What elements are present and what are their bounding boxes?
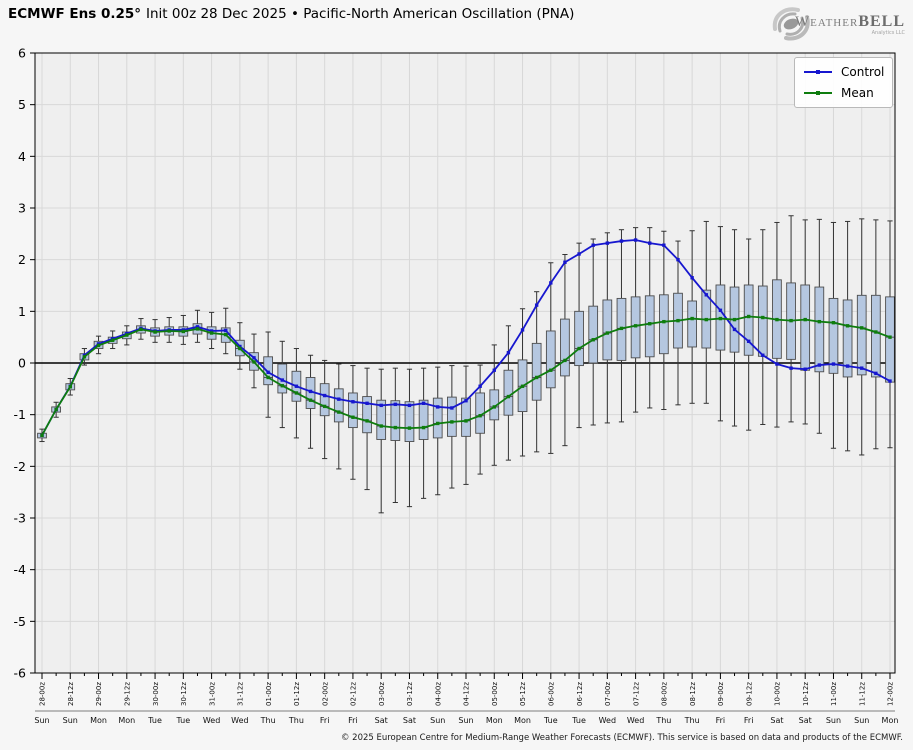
svg-text:2: 2 (18, 252, 26, 267)
svg-text:29-00z: 29-00z (95, 682, 103, 706)
svg-text:-3: -3 (14, 511, 26, 526)
svg-text:11-12z: 11-12z (858, 682, 866, 706)
svg-text:Wed: Wed (627, 716, 644, 725)
svg-text:Sun: Sun (458, 716, 473, 725)
svg-text:Mon: Mon (90, 716, 107, 725)
svg-text:Sat: Sat (403, 716, 416, 725)
svg-text:29-12z: 29-12z (123, 682, 131, 706)
legend-label-mean: Mean (841, 86, 874, 100)
svg-text:-6: -6 (14, 666, 27, 681)
control-line-swatch (804, 68, 832, 76)
mean-line-swatch (804, 89, 832, 97)
svg-text:08-12z: 08-12z (689, 682, 697, 706)
svg-text:Tue: Tue (571, 716, 586, 725)
svg-text:-5: -5 (14, 614, 26, 629)
svg-text:Mon: Mon (486, 716, 503, 725)
svg-text:07-12z: 07-12z (632, 682, 640, 706)
svg-text:Thu: Thu (655, 716, 671, 725)
svg-text:03-12z: 03-12z (406, 682, 414, 706)
svg-text:Mon: Mon (514, 716, 531, 725)
svg-text:04-00z: 04-00z (434, 682, 442, 706)
svg-text:08-00z: 08-00z (661, 682, 669, 706)
legend: Control Mean (794, 57, 893, 108)
svg-text:05-12z: 05-12z (519, 682, 527, 706)
svg-text:Sat: Sat (770, 716, 783, 725)
svg-text:3: 3 (18, 200, 26, 215)
svg-text:02-12z: 02-12z (350, 682, 358, 706)
legend-item-control: Control (804, 65, 885, 79)
svg-text:31-12z: 31-12z (237, 682, 245, 706)
svg-text:30-00z: 30-00z (152, 682, 160, 706)
logo-text-bell: BELL (858, 12, 905, 30)
title-model: ECMWF Ens 0.25° (8, 6, 142, 22)
svg-text:Thu: Thu (684, 716, 700, 725)
svg-text:Tue: Tue (175, 716, 190, 725)
svg-text:06-12z: 06-12z (576, 682, 584, 706)
logo-text-weather: Weather (794, 13, 859, 30)
svg-text:-2: -2 (14, 459, 26, 474)
copyright-notice: © 2025 European Centre for Medium-Range … (340, 733, 903, 743)
svg-text:1: 1 (18, 304, 26, 319)
svg-text:30-12z: 30-12z (180, 682, 188, 706)
weatherbell-logo: WeatherBELL Analytics LLC (767, 3, 905, 45)
svg-text:Wed: Wed (599, 716, 616, 725)
svg-text:Sun: Sun (34, 716, 49, 725)
svg-text:Sun: Sun (854, 716, 869, 725)
svg-text:Sun: Sun (430, 716, 445, 725)
svg-text:28-12z: 28-12z (67, 682, 75, 706)
svg-text:Fri: Fri (744, 716, 754, 725)
svg-text:10-00z: 10-00z (774, 682, 782, 706)
svg-text:04-12z: 04-12z (463, 682, 471, 706)
svg-text:Sat: Sat (799, 716, 812, 725)
svg-text:0: 0 (18, 356, 26, 371)
page-title: ECMWF Ens 0.25° Init 00z 28 Dec 2025 • Pa… (8, 6, 574, 22)
legend-item-mean: Mean (804, 86, 883, 100)
svg-text:Mon: Mon (882, 716, 899, 725)
svg-text:-1: -1 (14, 407, 26, 422)
svg-text:Sun: Sun (826, 716, 841, 725)
svg-text:Sat: Sat (375, 716, 388, 725)
svg-text:-4: -4 (14, 562, 27, 577)
mean-marker-sample-icon (816, 91, 820, 95)
svg-text:Fri: Fri (716, 716, 726, 725)
control-marker-sample-icon (816, 70, 820, 74)
logo-tagline: Analytics LLC (871, 29, 905, 36)
svg-text:Wed: Wed (203, 716, 220, 725)
svg-text:11-00z: 11-00z (830, 682, 838, 706)
svg-text:09-00z: 09-00z (717, 682, 725, 706)
svg-text:Thu: Thu (288, 716, 304, 725)
svg-text:Fri: Fri (320, 716, 330, 725)
legend-label-control: Control (841, 65, 885, 79)
svg-text:Mon: Mon (118, 716, 135, 725)
svg-text:Tue: Tue (147, 716, 162, 725)
svg-text:5: 5 (18, 97, 26, 112)
svg-text:6: 6 (18, 45, 26, 60)
svg-text:Tue: Tue (543, 716, 558, 725)
svg-text:01-12z: 01-12z (293, 682, 301, 706)
svg-text:Wed: Wed (231, 716, 248, 725)
svg-text:01-00z: 01-00z (265, 682, 273, 706)
svg-text:28-00z: 28-00z (39, 682, 47, 706)
svg-text:4: 4 (18, 149, 26, 164)
svg-text:06-00z: 06-00z (547, 682, 555, 706)
weatherbell-wordmark: WeatherBELL Analytics LLC (795, 13, 905, 36)
svg-text:Sun: Sun (63, 716, 78, 725)
svg-text:03-00z: 03-00z (378, 682, 386, 706)
svg-text:Thu: Thu (260, 716, 276, 725)
svg-text:Fri: Fri (348, 716, 358, 725)
svg-text:02-00z: 02-00z (321, 682, 329, 706)
svg-text:05-00z: 05-00z (491, 682, 499, 706)
svg-text:31-00z: 31-00z (208, 682, 216, 706)
weatherbell-swirl-icon (772, 7, 810, 41)
svg-text:07-00z: 07-00z (604, 682, 612, 706)
svg-text:12-00z: 12-00z (887, 682, 895, 706)
title-description: Init 00z 28 Dec 2025 • Pacific-North Ame… (146, 6, 575, 22)
svg-text:10-12z: 10-12z (802, 682, 810, 706)
svg-text:09-12z: 09-12z (745, 682, 753, 706)
